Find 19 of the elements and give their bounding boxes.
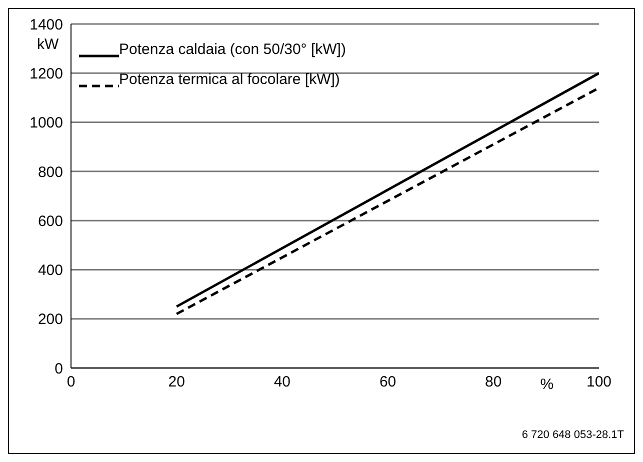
x-tick-label: 60 bbox=[379, 374, 396, 391]
y-tick-label: 1000 bbox=[30, 114, 63, 132]
y-tick-label: 1200 bbox=[30, 65, 63, 82]
legend-label: Potenza caldaia (con 50/30° [kW]) bbox=[119, 41, 346, 58]
text: 6 720 648 053-28.1T bbox=[522, 429, 624, 441]
y-axis-title: kW bbox=[37, 36, 59, 53]
y-tick-label: 1400 bbox=[30, 16, 63, 34]
y-tick-label: 0 bbox=[54, 360, 63, 378]
x-tick-label: 0 bbox=[66, 374, 76, 391]
x-tick-label: 40 bbox=[274, 374, 291, 391]
x-tick-label: 100 bbox=[586, 374, 612, 391]
x-axis-title: % bbox=[540, 376, 554, 393]
y-tick-label: 600 bbox=[38, 212, 63, 230]
y-tick-label: 200 bbox=[38, 311, 63, 328]
x-tick-label: 80 bbox=[485, 374, 502, 391]
y-tick-label: 800 bbox=[38, 164, 63, 181]
y-tick-label: 400 bbox=[38, 262, 63, 280]
legend-label: Potenza termica al focolare [kW]) bbox=[119, 71, 340, 88]
x-tick-label: 20 bbox=[168, 374, 185, 391]
